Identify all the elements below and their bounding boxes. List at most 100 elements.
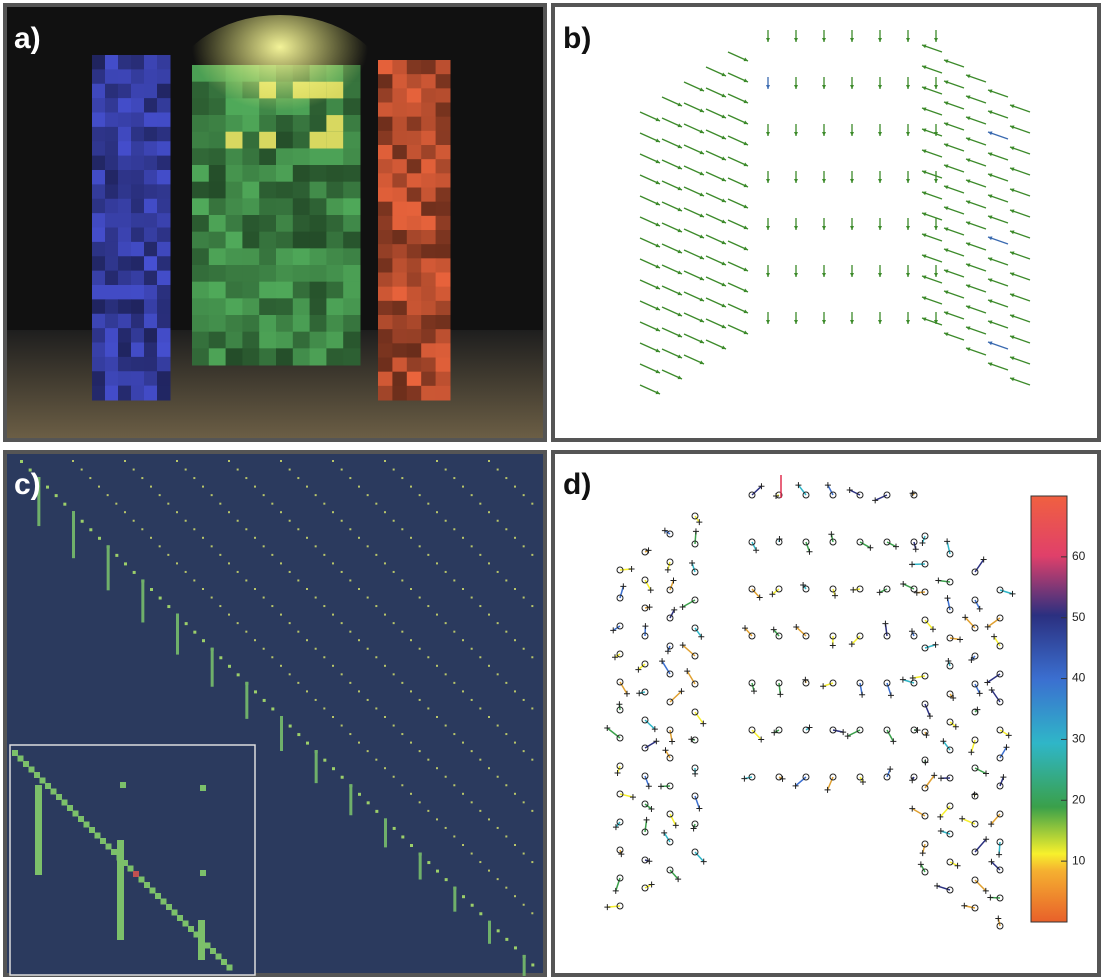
diag-dot bbox=[63, 503, 66, 506]
off-dot bbox=[401, 682, 403, 684]
diag-dot bbox=[436, 870, 439, 873]
tile bbox=[144, 127, 158, 142]
diag-dot bbox=[306, 742, 309, 745]
off-dot bbox=[471, 597, 473, 599]
tile bbox=[436, 145, 451, 160]
tile bbox=[118, 127, 132, 142]
off-dot bbox=[445, 469, 447, 471]
off-dot bbox=[332, 460, 334, 462]
tile bbox=[310, 182, 327, 199]
tile bbox=[242, 198, 259, 215]
inset-dot bbox=[216, 954, 222, 960]
off-dot bbox=[315, 597, 317, 599]
diag-dot bbox=[462, 895, 465, 898]
diag-dot bbox=[167, 605, 170, 608]
tile bbox=[242, 282, 259, 299]
tile bbox=[407, 202, 422, 217]
off-dot bbox=[419, 801, 421, 803]
tile bbox=[276, 298, 293, 315]
tile bbox=[310, 232, 327, 249]
off-dot bbox=[193, 477, 195, 479]
tick-label: 40 bbox=[1072, 671, 1086, 685]
off-dot bbox=[514, 895, 516, 897]
tile bbox=[92, 314, 106, 329]
tile bbox=[407, 386, 422, 401]
off-dot bbox=[159, 545, 161, 547]
tile bbox=[326, 248, 343, 265]
off-dot bbox=[72, 460, 74, 462]
off-dot bbox=[427, 503, 429, 505]
tile bbox=[157, 314, 171, 329]
tile bbox=[310, 332, 327, 349]
tile bbox=[407, 131, 422, 146]
tile bbox=[118, 170, 132, 185]
off-dot bbox=[445, 827, 447, 829]
off-dot bbox=[427, 605, 429, 607]
tile bbox=[118, 386, 132, 401]
tile bbox=[392, 287, 407, 302]
tile bbox=[436, 329, 451, 344]
tile bbox=[226, 215, 243, 232]
off-dot bbox=[436, 460, 438, 462]
tile bbox=[392, 273, 407, 288]
off-dot bbox=[445, 520, 447, 522]
tile bbox=[259, 198, 276, 215]
tile bbox=[92, 199, 106, 214]
tile bbox=[105, 184, 119, 199]
off-dot bbox=[479, 503, 481, 505]
tile bbox=[421, 372, 436, 387]
tile bbox=[105, 343, 119, 358]
tile bbox=[157, 299, 171, 314]
tile bbox=[392, 159, 407, 174]
tile bbox=[436, 88, 451, 103]
off-dot bbox=[280, 511, 282, 513]
tick-label: 20 bbox=[1072, 792, 1086, 806]
tile bbox=[392, 230, 407, 245]
tile bbox=[209, 215, 226, 232]
off-dot bbox=[176, 562, 178, 564]
tile bbox=[131, 314, 145, 329]
off-dot bbox=[341, 622, 343, 624]
tile bbox=[144, 156, 158, 171]
tile bbox=[392, 329, 407, 344]
tile bbox=[343, 232, 360, 249]
inset-dot bbox=[106, 844, 112, 850]
tile bbox=[105, 156, 119, 171]
tile bbox=[192, 265, 209, 282]
tile bbox=[131, 256, 145, 271]
tile bbox=[131, 357, 145, 372]
off-dot bbox=[289, 469, 291, 471]
tile bbox=[131, 69, 145, 84]
tile bbox=[276, 232, 293, 249]
off-dot bbox=[436, 562, 438, 564]
off-dot bbox=[505, 528, 507, 530]
off-dot bbox=[427, 810, 429, 812]
tile bbox=[144, 285, 158, 300]
off-dot bbox=[436, 511, 438, 513]
tile bbox=[293, 282, 310, 299]
tile bbox=[343, 198, 360, 215]
tile bbox=[421, 74, 436, 89]
tile bbox=[118, 98, 132, 113]
off-dot bbox=[185, 469, 187, 471]
off-dot bbox=[367, 699, 369, 701]
tile bbox=[144, 228, 158, 243]
off-dot bbox=[133, 469, 135, 471]
off-dot bbox=[514, 588, 516, 590]
tile bbox=[242, 248, 259, 265]
tile bbox=[407, 358, 422, 373]
off-dot bbox=[488, 665, 490, 667]
tile bbox=[92, 98, 106, 113]
off-dot bbox=[401, 733, 403, 735]
off-dot bbox=[462, 844, 464, 846]
off-dot bbox=[358, 486, 360, 488]
tile bbox=[343, 332, 360, 349]
off-dot bbox=[531, 605, 533, 607]
tile bbox=[92, 69, 106, 84]
tile bbox=[407, 301, 422, 316]
inset-dot bbox=[111, 849, 117, 855]
inset-dot bbox=[40, 778, 46, 784]
tile bbox=[421, 244, 436, 259]
off-dot bbox=[523, 494, 525, 496]
inset-dot bbox=[200, 785, 206, 791]
